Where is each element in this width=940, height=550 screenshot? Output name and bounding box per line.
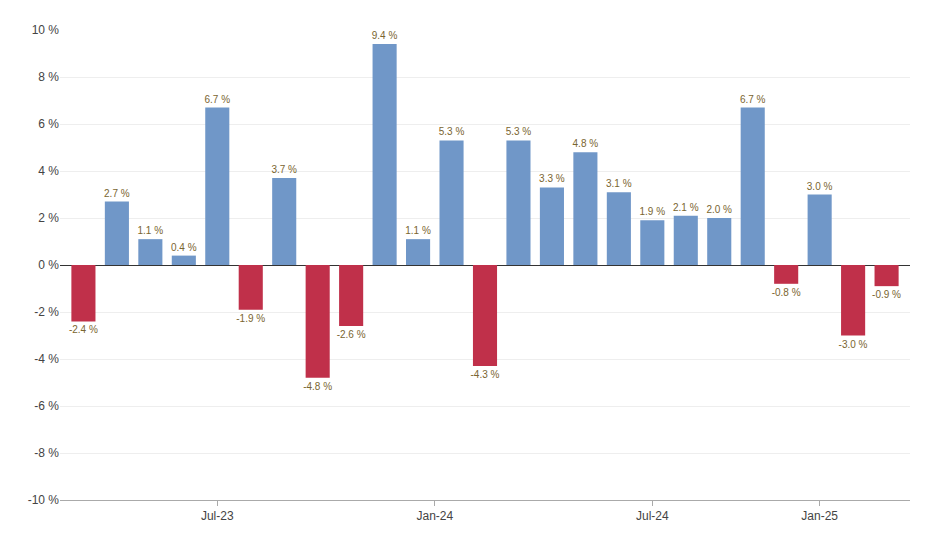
svg-text:Jan-24: Jan-24 [416, 509, 453, 523]
svg-text:2.0 %: 2.0 % [706, 204, 732, 215]
svg-text:0.4 %: 0.4 % [171, 242, 197, 253]
svg-text:4 %: 4 % [38, 164, 59, 178]
svg-text:9.4 %: 9.4 % [372, 30, 398, 41]
svg-text:Jul-24: Jul-24 [636, 509, 669, 523]
svg-text:-8 %: -8 % [34, 446, 59, 460]
svg-text:1.1 %: 1.1 % [138, 225, 164, 236]
svg-text:8 %: 8 % [38, 70, 59, 84]
svg-text:6.7 %: 6.7 % [204, 94, 230, 105]
svg-text:1.1 %: 1.1 % [405, 225, 431, 236]
svg-text:4.8 %: 4.8 % [573, 138, 599, 149]
svg-text:0 %: 0 % [38, 258, 59, 272]
svg-text:6.7 %: 6.7 % [740, 94, 766, 105]
svg-text:2.1 %: 2.1 % [673, 202, 699, 213]
svg-text:-6 %: -6 % [34, 399, 59, 413]
svg-text:2.7 %: 2.7 % [104, 188, 130, 199]
svg-text:-2 %: -2 % [34, 305, 59, 319]
svg-text:5.3 %: 5.3 % [506, 126, 532, 137]
svg-text:10 %: 10 % [32, 23, 60, 37]
svg-text:-0.8 %: -0.8 % [772, 287, 801, 298]
svg-text:3.7 %: 3.7 % [271, 164, 297, 175]
svg-text:1.9 %: 1.9 % [639, 206, 665, 217]
svg-text:-4.3 %: -4.3 % [470, 369, 499, 380]
svg-text:Jan-25: Jan-25 [801, 509, 838, 523]
svg-text:-2.4 %: -2.4 % [69, 324, 98, 335]
svg-text:-10 %: -10 % [28, 493, 60, 507]
svg-text:-3.0 %: -3.0 % [839, 339, 868, 350]
svg-text:6 %: 6 % [38, 117, 59, 131]
svg-text:Jul-23: Jul-23 [201, 509, 234, 523]
svg-text:3.0 %: 3.0 % [807, 181, 833, 192]
svg-text:3.1 %: 3.1 % [606, 178, 632, 189]
svg-text:2 %: 2 % [38, 211, 59, 225]
svg-text:-2.6 %: -2.6 % [337, 329, 366, 340]
svg-text:5.3 %: 5.3 % [439, 126, 465, 137]
svg-text:3.3 %: 3.3 % [539, 173, 565, 184]
svg-text:-0.9 %: -0.9 % [872, 289, 901, 300]
svg-text:-4.8 %: -4.8 % [303, 381, 332, 392]
svg-text:-1.9 %: -1.9 % [236, 313, 265, 324]
svg-text:-4 %: -4 % [34, 352, 59, 366]
